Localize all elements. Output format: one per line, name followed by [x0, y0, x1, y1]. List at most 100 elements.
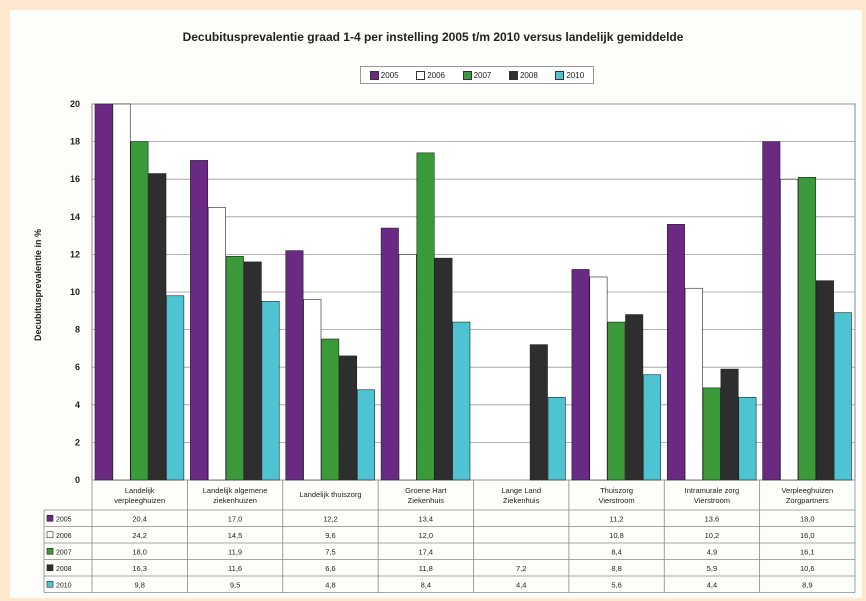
legend-label: 2007: [473, 70, 492, 80]
table-cell: 16,0: [800, 531, 815, 540]
bar-2007: [607, 321, 626, 481]
legend-item-2010: 2010: [555, 70, 585, 80]
bar-2007: [321, 338, 340, 481]
bar-2010: [356, 389, 375, 481]
table-cell: 4,4: [516, 580, 526, 589]
table-cell: 5,9: [707, 564, 717, 573]
table-series-name: 2006: [56, 533, 72, 540]
table-cell: 8,4: [611, 547, 621, 556]
bar-2007: [225, 255, 244, 481]
x-tick-label: verpleeghuizen: [114, 496, 165, 505]
table-legend-key: [46, 514, 54, 522]
bar-2008: [339, 355, 358, 481]
table-cell: 5,6: [611, 580, 621, 589]
bar-2005: [94, 103, 113, 481]
bar-2007: [416, 152, 435, 481]
bar-2010: [452, 321, 471, 481]
table-series-name: 2007: [56, 549, 72, 556]
table-cell: 11,8: [419, 564, 433, 573]
bar-2005: [666, 224, 685, 481]
bar-2007: [130, 141, 149, 481]
legend: 2005 2006 2007 2008 2010: [360, 66, 594, 84]
table-cell: 18,0: [800, 514, 815, 523]
x-tick-label: Verpleeghuizen: [781, 486, 833, 495]
table-legend-key: [46, 531, 54, 539]
table-cell: 12,2: [323, 514, 338, 523]
table-cell: 20,4: [132, 514, 147, 523]
bar-2005: [190, 160, 209, 481]
table-series-name: 2008: [56, 566, 72, 573]
x-tick-label: Groene Hart: [405, 486, 447, 495]
bar-2010: [738, 396, 757, 481]
table-cell: 4,4: [707, 580, 717, 589]
y-tick-label: 4: [75, 400, 80, 410]
y-tick-label: 8: [75, 325, 80, 335]
legend-item-2005: 2005: [369, 70, 399, 80]
x-tick-label: Landelijk thuiszorg: [299, 490, 361, 499]
table-cell: 10,8: [609, 531, 624, 540]
bar-2005: [762, 141, 781, 481]
table-legend-key: [46, 564, 54, 572]
y-tick-label: 12: [70, 249, 80, 259]
y-tick-label: 20: [70, 99, 80, 109]
table-series-name: 2005: [56, 516, 72, 523]
table-cell: 7,5: [325, 547, 335, 556]
bar-2005: [571, 269, 590, 481]
bar-2010: [833, 312, 852, 481]
legend-swatch: [508, 70, 518, 80]
table-cell: 13,4: [419, 514, 434, 523]
table-cell: 12,0: [419, 531, 434, 540]
x-tick-label: Intramurale zorg: [685, 486, 740, 495]
bar-2007: [798, 177, 817, 481]
legend-item-2007: 2007: [462, 70, 492, 80]
x-tick-label: ziekenhuizen: [213, 496, 257, 505]
table-cell: 10,6: [800, 564, 815, 573]
table-cell: 11,9: [228, 547, 242, 556]
bar-2010: [166, 295, 185, 481]
table-cell: 7,2: [516, 564, 526, 573]
table-cell: 4,8: [325, 580, 335, 589]
table-cell: 9,6: [325, 531, 335, 540]
y-tick-label: 16: [70, 174, 80, 184]
y-tick-label: 18: [70, 137, 80, 147]
x-tick-label: Lange Land: [501, 486, 541, 495]
legend-item-2006: 2006: [416, 70, 445, 80]
bar-2006: [684, 287, 703, 481]
bar-2010: [643, 374, 662, 481]
bar-2008: [625, 314, 644, 481]
bar-2006: [780, 178, 799, 481]
bar-2006: [207, 207, 226, 481]
y-tick-label: 0: [75, 475, 80, 485]
table-cell: 9,5: [230, 580, 240, 589]
legend-item-2008: 2008: [508, 70, 538, 80]
bar-2008: [720, 368, 739, 481]
x-tick-label: Ziekenhuis: [503, 496, 540, 505]
legend-label: 2005: [380, 70, 399, 80]
bar-2010: [547, 396, 566, 481]
legend-label: 2008: [519, 70, 538, 80]
x-tick-label: Landelijk: [125, 486, 155, 495]
legend-swatch: [369, 70, 379, 80]
table-cell: 8,4: [421, 580, 431, 589]
table-cell: 17,4: [419, 547, 434, 556]
bar-2008: [148, 173, 167, 481]
bar-2008: [434, 257, 453, 481]
legend-label: 2010: [566, 70, 585, 80]
table-cell: 13,6: [705, 514, 720, 523]
y-tick-label: 14: [70, 212, 80, 222]
bar-2007: [702, 387, 721, 481]
legend-swatch: [555, 70, 565, 80]
table-legend-key: [46, 547, 54, 555]
x-tick-label: Vierstroom: [694, 496, 730, 505]
bar-2010: [261, 301, 280, 481]
legend-swatch: [416, 70, 426, 80]
chart-title: Decubitusprevalentie graad 1-4 per inste…: [182, 30, 684, 44]
table-cell: 10,2: [705, 531, 720, 540]
legend-label: 2006: [427, 70, 445, 80]
bar-2006: [112, 103, 131, 481]
table-cell: 11,6: [228, 564, 242, 573]
table-cell: 14,5: [228, 531, 243, 540]
bar-2008: [815, 280, 834, 481]
table-cell: 11,2: [610, 514, 624, 523]
